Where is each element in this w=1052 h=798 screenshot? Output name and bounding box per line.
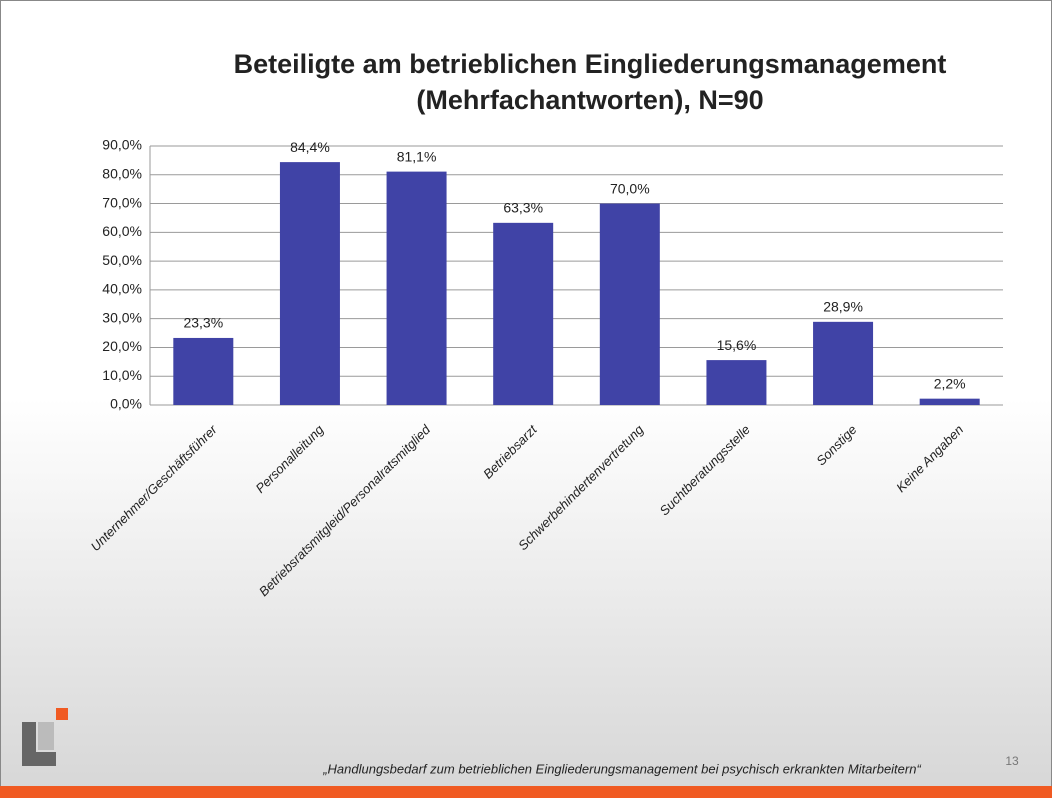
y-tick-label: 20,0% bbox=[102, 338, 142, 354]
y-tick-label: 40,0% bbox=[102, 281, 142, 297]
y-tick-label: 30,0% bbox=[102, 309, 142, 325]
y-tick-label: 80,0% bbox=[102, 165, 142, 181]
page-number: 13 bbox=[1005, 754, 1019, 768]
bar bbox=[173, 337, 234, 405]
value-label: 28,9% bbox=[823, 299, 863, 315]
y-tick-label: 10,0% bbox=[102, 367, 142, 383]
chart-title: (Mehrfachantworten), N=90 bbox=[416, 85, 763, 115]
value-label: 63,3% bbox=[503, 200, 543, 216]
y-tick-label: 70,0% bbox=[102, 194, 142, 210]
bar bbox=[919, 398, 980, 405]
y-tick-label: 50,0% bbox=[102, 252, 142, 268]
value-label: 81,1% bbox=[397, 148, 437, 164]
bar bbox=[599, 203, 660, 405]
footer-source: „Handlungsbedarf zum betrieblichen Eingl… bbox=[322, 761, 921, 776]
value-label: 2,2% bbox=[934, 375, 966, 391]
bar bbox=[386, 171, 447, 405]
y-tick-label: 60,0% bbox=[102, 223, 142, 239]
bar bbox=[279, 162, 340, 405]
value-label: 15,6% bbox=[717, 337, 757, 353]
chart-title: Beteiligte am betrieblichen Eingliederun… bbox=[234, 49, 947, 79]
bar bbox=[706, 360, 767, 405]
value-label: 23,3% bbox=[183, 315, 223, 331]
bottom-bar bbox=[0, 786, 1052, 798]
y-tick-label: 0,0% bbox=[110, 396, 142, 412]
logo bbox=[22, 708, 68, 766]
value-label: 70,0% bbox=[610, 180, 650, 196]
y-tick-label: 90,0% bbox=[102, 137, 142, 153]
bar bbox=[493, 222, 554, 405]
bar bbox=[813, 321, 874, 405]
value-label: 84,4% bbox=[290, 139, 330, 155]
